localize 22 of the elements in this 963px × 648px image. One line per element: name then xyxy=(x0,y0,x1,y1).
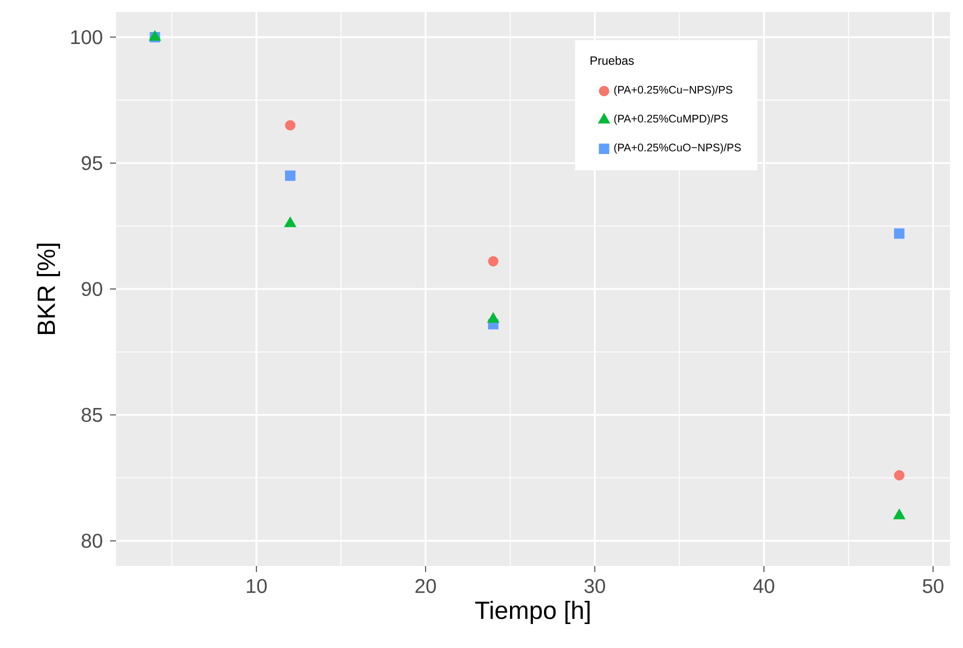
legend-title: Pruebas xyxy=(590,56,634,65)
y-tick-label: 85 xyxy=(82,408,102,422)
legend-label: (PA+0.25%CuMPD)/PS xyxy=(614,114,728,125)
point xyxy=(894,228,904,239)
y-tick-label: 80 xyxy=(82,534,102,548)
point xyxy=(284,216,296,228)
legend-label: (PA+0.25%Cu−NPS)/PS xyxy=(614,86,732,96)
point xyxy=(285,170,296,181)
x-tick-label: 40 xyxy=(753,579,774,594)
point xyxy=(488,256,498,266)
x-tick-label: 30 xyxy=(584,579,606,594)
legend-label: (PA+0.25%CuO−NPS)/PS xyxy=(614,143,741,154)
y-axis-title: BKR [%] xyxy=(36,244,60,334)
y-tick-label: 95 xyxy=(82,156,102,170)
y-tick-label: 100 xyxy=(71,30,102,44)
point xyxy=(285,120,296,130)
y-tick-label: 90 xyxy=(82,282,102,296)
x-tick-label: 50 xyxy=(922,579,944,594)
x-tick-label: 20 xyxy=(416,579,436,594)
x-tick-label: 10 xyxy=(246,579,267,594)
x-axis-title: Tiempo [h] xyxy=(475,600,590,624)
point xyxy=(894,470,904,481)
